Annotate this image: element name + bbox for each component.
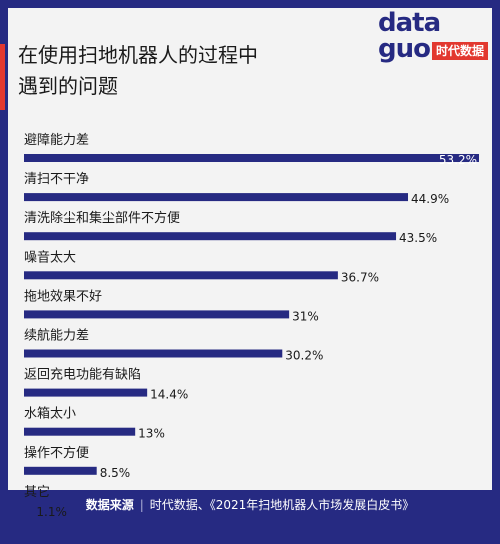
category-label: 续航能力差 [24,328,89,344]
value-label: 14.4% [150,388,188,402]
footer-separator: | [139,498,144,512]
bar [24,349,283,358]
bar [24,388,148,397]
value-label: 31% [292,309,319,323]
bar [24,193,409,202]
bar [24,505,34,514]
bar [24,427,136,436]
value-label: 30.2% [285,349,323,363]
category-label: 清扫不干净 [24,172,89,187]
logo-tag: 时代数据 [432,42,489,60]
category-label: 水箱太小 [24,406,76,422]
footer: 数据来源 | 时代数据、《2021年扫地机器人市场发展白皮书》 [0,490,500,544]
chart-title-line2: 遇到的问题 [18,74,118,98]
value-label: 8.5% [100,466,130,480]
bar [24,154,479,162]
bar [24,232,397,241]
bar [24,310,290,319]
category-label: 清洗除尘和集尘部件不方便 [24,210,180,226]
logo-word-bottom: guo [378,34,431,64]
category-label: 拖地效果不好 [24,289,102,304]
logo-word-top: data [378,8,441,38]
value-label: 43.5% [399,231,437,245]
category-label: 避障能力差 [24,133,89,148]
footer-source-text: 时代数据、《2021年扫地机器人市场发展白皮书》 [149,498,415,512]
bar [24,466,97,475]
category-label: 其它 [24,484,50,500]
chart-panel [8,8,492,490]
value-label: 1.1% [36,505,67,519]
value-label: 13% [138,427,165,441]
category-label: 操作不方便 [24,445,89,461]
category-label: 噪音太大 [24,249,76,265]
chart-title-line1: 在使用扫地机器人的过程中 [18,43,258,67]
category-label: 返回充电功能有缺陷 [24,367,141,383]
chart-title: 在使用扫地机器人的过程中 遇到的问题 [18,40,348,102]
value-label: 36.7% [341,270,379,284]
bar [24,271,338,280]
value-label: 44.9% [411,192,449,206]
title-accent-bar [0,44,5,110]
value-label: 53.2% [439,153,477,167]
footer-source-label: 数据来源 [85,498,134,512]
dataguo-logo: data guo 时代数据 [374,8,490,72]
